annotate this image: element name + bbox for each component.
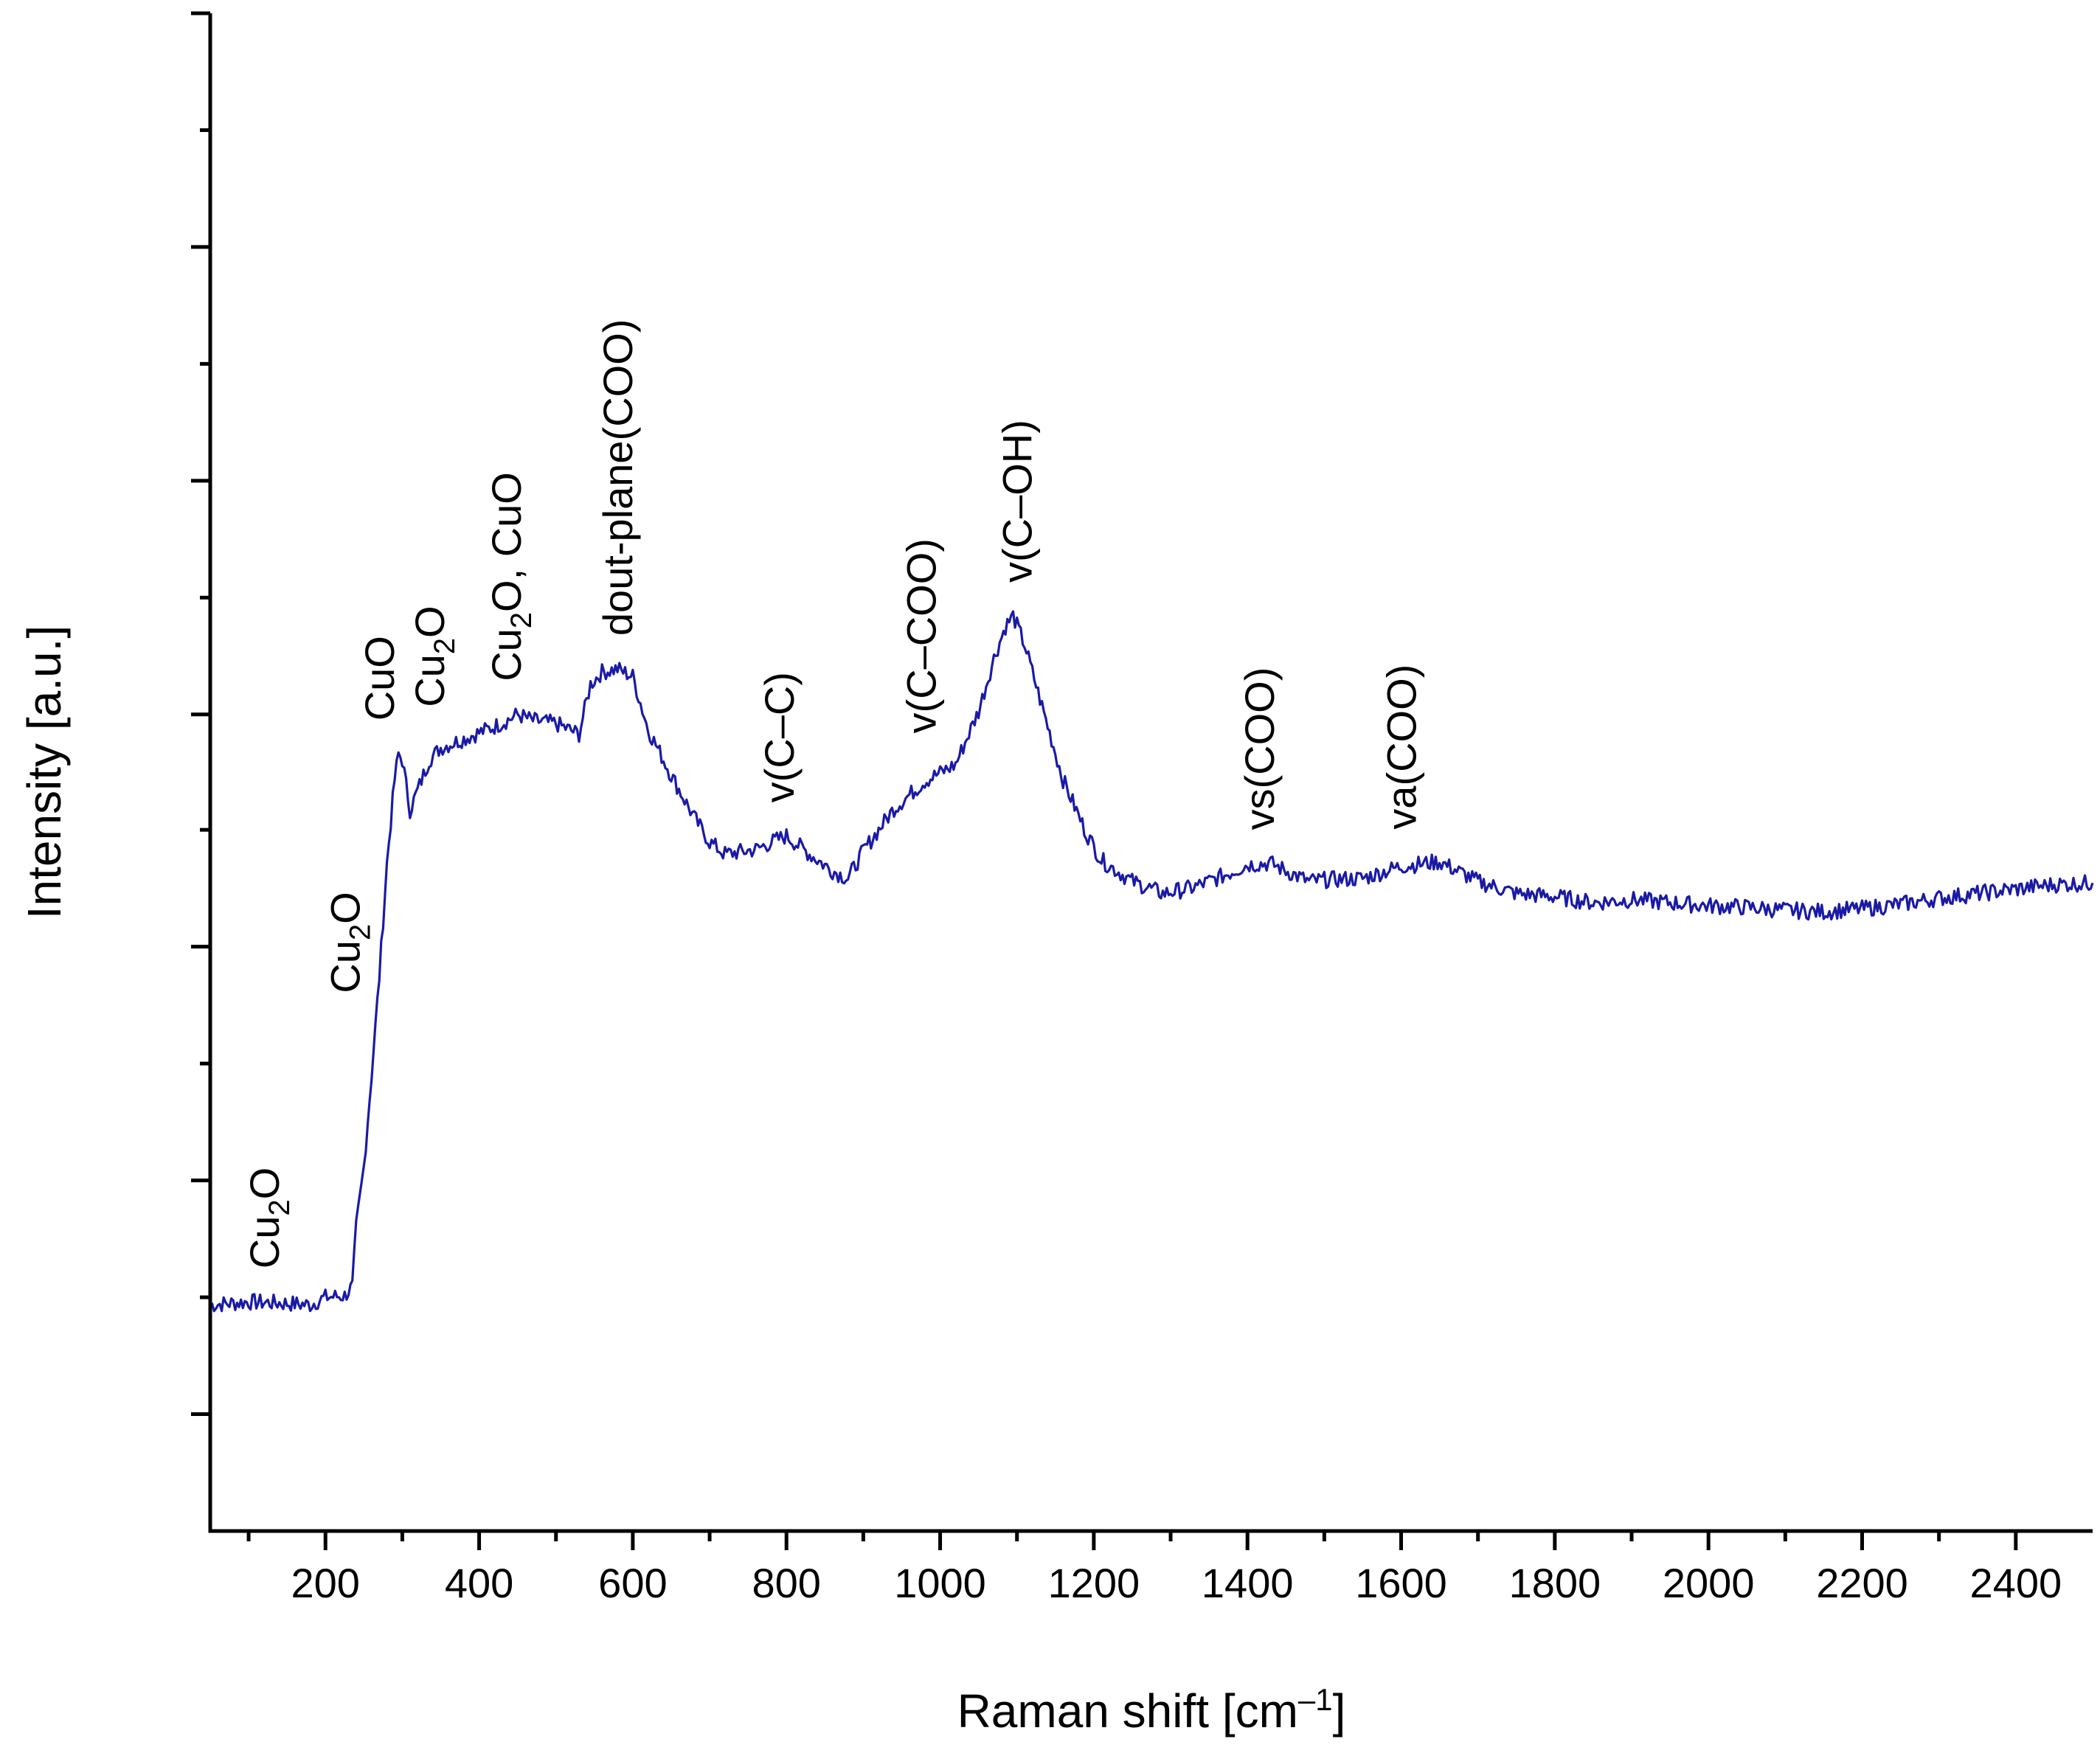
annotation-text: Cu bbox=[322, 940, 368, 993]
annotation-text: va(COO) bbox=[1379, 664, 1425, 830]
annotation-text: Cu bbox=[241, 1216, 288, 1269]
peak-annotation: dout-plane(COO) bbox=[595, 319, 641, 636]
peak-annotation: CuO bbox=[356, 636, 403, 721]
peak-annotation: v(C–OH) bbox=[994, 420, 1041, 583]
x-tick-label: 2000 bbox=[1663, 1560, 1755, 1606]
x-tick-label: 400 bbox=[445, 1560, 513, 1606]
annotation-text: v(C–C) bbox=[756, 672, 803, 802]
x-tick-label: 600 bbox=[598, 1560, 667, 1606]
x-axis-title-superscript: –1 bbox=[1298, 1682, 1333, 1717]
annotation-subscript: 2 bbox=[429, 638, 461, 654]
x-tick-label: 1600 bbox=[1355, 1560, 1447, 1606]
annotation-subscript: 2 bbox=[505, 612, 538, 628]
annotation-text: Cu bbox=[483, 628, 530, 681]
ticks-layer: 200 400 600 800 1000 1200 1400 1600 1800 2000 2200… bbox=[191, 11, 2062, 1606]
peak-annotation: v(C–COO) bbox=[898, 538, 945, 733]
x-tick-label: 1200 bbox=[1048, 1560, 1140, 1606]
annotation-text: v(C–OH) bbox=[994, 420, 1041, 583]
annotation-text-rest: O bbox=[322, 892, 368, 924]
x-axis-title-main: Raman shift [cm bbox=[957, 1684, 1298, 1738]
series-line bbox=[209, 610, 2094, 1313]
peak-annotation: Cu2O bbox=[241, 1167, 296, 1268]
annotation-subscript: 2 bbox=[344, 924, 376, 940]
y-axis-title: Intensity [a.u.] bbox=[18, 625, 71, 919]
x-axis-title-close: ] bbox=[1333, 1684, 1346, 1738]
annotation-text: Cu bbox=[406, 654, 453, 707]
peak-annotation: Cu2O, CuO bbox=[483, 472, 538, 681]
annotation-text: v(C–COO) bbox=[898, 538, 945, 733]
series-layer bbox=[209, 610, 2094, 1313]
peak-annotation: v(C–C) bbox=[756, 672, 803, 802]
annotation-text: vs(COO) bbox=[1236, 667, 1283, 830]
annotation-subscript: 2 bbox=[263, 1199, 296, 1215]
annotation-text-rest: O, CuO bbox=[483, 472, 530, 612]
x-tick-label: 1000 bbox=[894, 1560, 986, 1606]
peak-annotation: vs(COO) bbox=[1236, 667, 1283, 830]
axes-frame bbox=[208, 13, 2093, 1533]
x-tick-label: 2200 bbox=[1816, 1560, 1908, 1606]
x-tick-label: 2400 bbox=[1970, 1560, 2062, 1606]
annotation-text-rest: O bbox=[241, 1167, 288, 1200]
annotation-text-rest: O bbox=[406, 605, 453, 638]
x-tick-label: 1400 bbox=[1202, 1560, 1294, 1606]
annotation-text: CuO bbox=[356, 636, 403, 721]
x-tick-label: 200 bbox=[291, 1560, 360, 1606]
peak-annotation: Cu2O bbox=[406, 605, 461, 707]
annotation-text: dout-plane(COO) bbox=[595, 319, 641, 636]
x-tick-label: 1800 bbox=[1509, 1560, 1601, 1606]
peak-annotation: Cu2O bbox=[322, 892, 376, 993]
x-tick-label: 800 bbox=[752, 1560, 821, 1606]
peak-annotation: va(COO) bbox=[1379, 664, 1425, 830]
x-axis-title: Raman shift [cm–1] bbox=[957, 1682, 1346, 1738]
